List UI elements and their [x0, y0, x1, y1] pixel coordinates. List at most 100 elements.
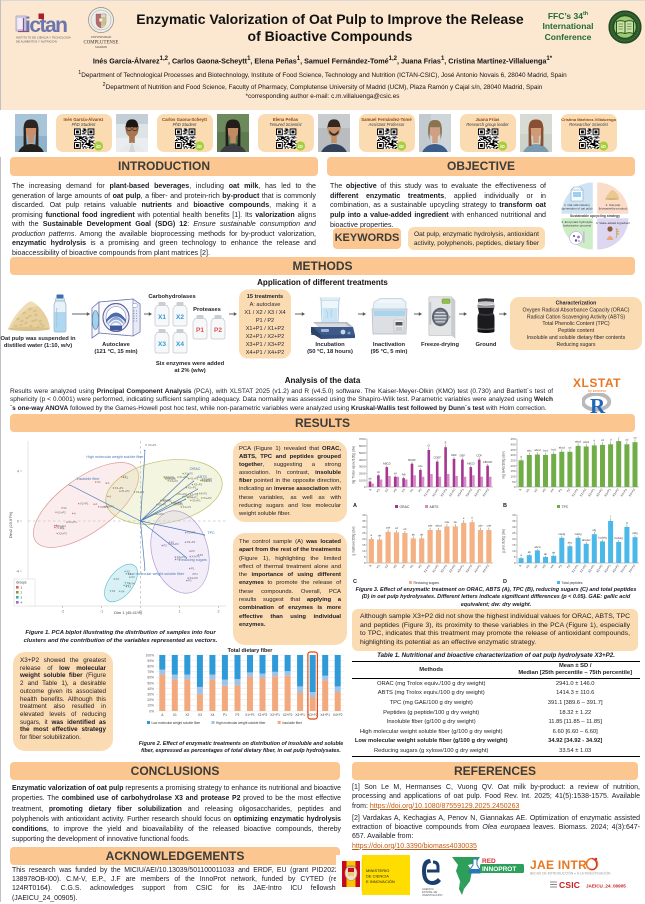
svg-text:ab: ab — [552, 551, 556, 555]
svg-text:X2+P1: X2+P1 — [68, 520, 77, 524]
svg-text:X3: X3 — [128, 585, 132, 589]
svg-text:(biowaste/by-product): (biowaste/by-product) — [599, 207, 628, 211]
svg-text:Characterization: Characterization — [556, 301, 597, 307]
svg-text:X3+P1: X3+P1 — [192, 498, 201, 502]
svg-text:CI: CI — [427, 444, 430, 448]
svg-text:X3: X3 — [127, 581, 131, 585]
svg-text:a: a — [520, 454, 522, 458]
svg-text:Dim 1 (45.41%): Dim 1 (45.41%) — [114, 610, 142, 615]
svg-text:X1+P1: X1+P1 — [183, 505, 192, 509]
svg-text:X4+P2: X4+P2 — [628, 488, 637, 498]
svg-text:X3: X3 — [392, 564, 398, 570]
svg-text:bcd: bcd — [551, 448, 556, 452]
svg-text:cdefg: cdefg — [558, 532, 565, 536]
svg-text:90%: 90% — [147, 659, 154, 663]
svg-text:ABCD: ABCD — [467, 461, 475, 465]
svg-text:P1: P1 — [194, 572, 198, 576]
svg-text:X3+P2: X3+P2 — [189, 576, 198, 580]
svg-text:X1+P1: X1+P1 — [571, 564, 580, 574]
svg-text:abcd: abcd — [534, 545, 541, 549]
svg-text:3. Enzymatic hydrolysis: 3. Enzymatic hydrolysis — [561, 220, 593, 224]
svg-text:30: 30 — [362, 525, 366, 529]
svg-text:INVESTIGACIÓN: INVESTIGACIÓN — [422, 892, 442, 897]
svg-text:250: 250 — [510, 459, 515, 463]
svg-text:Total dietary fiber: Total dietary fiber — [228, 648, 274, 654]
svg-text:ABTS: ABTS — [197, 475, 207, 479]
svg-text:P1: P1 — [171, 540, 175, 544]
svg-text:X3+P1: X3+P1 — [190, 493, 199, 497]
svg-text:X2+P1: X2+P1 — [80, 502, 89, 506]
svg-text:ab: ab — [412, 532, 416, 536]
svg-text:INSTITUTO DE CIENCIA Y TECNOLO: INSTITUTO DE CIENCIA Y TECNOLOGIA — [16, 36, 71, 40]
svg-text:a: a — [520, 553, 522, 557]
svg-text:X3+P1: X3+P1 — [603, 564, 612, 574]
svg-text:X3+P1: X3+P1 — [204, 479, 213, 483]
svg-text:X3: X3 — [126, 569, 130, 573]
svg-text:X4+P2: X4+P2 — [333, 713, 343, 717]
svg-text:X1+P2: X1+P2 — [258, 713, 268, 717]
svg-text:cd: cd — [634, 437, 637, 439]
svg-text:0: 0 — [364, 561, 366, 565]
svg-text:30%: 30% — [147, 693, 154, 697]
svg-text:X2: X2 — [533, 564, 539, 570]
svg-text:X4: X4 — [176, 341, 184, 348]
svg-text:X4+P1: X4+P1 — [189, 496, 198, 500]
svg-text:Autoclave: Autoclave — [102, 342, 130, 348]
svg-text:X2: X2 — [384, 564, 390, 570]
svg-text:X4: X4 — [401, 564, 407, 570]
svg-text:X2+P1: X2+P1 — [173, 501, 182, 505]
svg-text:Inactivation: Inactivation — [373, 342, 406, 348]
svg-text:X2+P1: X2+P1 — [587, 564, 596, 574]
svg-text:P2: P2 — [214, 327, 222, 334]
svg-text:X4+P1: X4+P1 — [620, 564, 629, 574]
svg-text:(50 °C, 18 hours): (50 °C, 18 hours) — [307, 349, 353, 355]
svg-text:ab: ab — [420, 532, 424, 536]
svg-text:CSIC: CSIC — [559, 880, 580, 890]
svg-text:X1+P2: X1+P2 — [167, 477, 176, 481]
svg-text:0: 0 — [140, 610, 142, 614]
svg-text:X4+P1: X4+P1 — [473, 564, 482, 574]
svg-text:Sustainable upcycling strategy: Sustainable upcycling strategy — [570, 214, 620, 218]
svg-text:cde: cde — [428, 524, 433, 528]
svg-text:cde: cde — [418, 464, 423, 468]
svg-text:iD: iD — [500, 143, 505, 149]
svg-text:7000: 7000 — [359, 437, 366, 441]
svg-text:X2+P2: X2+P2 — [202, 478, 211, 482]
svg-text:ABTS: ABTS — [430, 505, 440, 509]
svg-text:100%: 100% — [146, 653, 155, 657]
svg-text:100: 100 — [510, 475, 515, 479]
svg-text:R: R — [590, 394, 606, 414]
svg-text:abcd: abcd — [534, 448, 541, 452]
svg-text:X3+P2: X3+P2 — [187, 531, 196, 535]
svg-text:P1: P1 — [223, 713, 227, 717]
svg-text:A: A — [109, 494, 111, 498]
svg-text:defg: defg — [632, 531, 638, 535]
svg-text:X4: X4 — [210, 713, 214, 717]
svg-text:e: e — [471, 516, 473, 520]
svg-text:Low molecular weight soluble f: Low molecular weight soluble fiber — [152, 721, 202, 725]
svg-text:1: 1 — [21, 586, 23, 590]
svg-text:MINISTERIO: MINISTERIO — [366, 868, 389, 873]
svg-text:X2: X2 — [176, 314, 184, 321]
svg-text:X2+P1: X2+P1 — [440, 564, 449, 574]
svg-text:X2: X2 — [63, 506, 67, 510]
svg-text:0%: 0% — [149, 709, 154, 713]
svg-text:ab: ab — [368, 476, 372, 480]
svg-text:X3+P1: X3+P1 — [158, 502, 167, 506]
svg-text:X4+P2: X4+P2 — [204, 477, 213, 481]
svg-text:X3+P2: X3+P2 — [611, 564, 620, 574]
svg-text:P2: P2 — [417, 488, 423, 494]
svg-text:1. Oat milk industry: 1. Oat milk industry — [564, 203, 590, 207]
svg-text:25: 25 — [362, 531, 366, 535]
svg-text:X3: X3 — [116, 577, 120, 581]
svg-text:X4: X4 — [131, 582, 135, 586]
svg-text:abcd: abcd — [435, 524, 442, 528]
svg-text:X2+P1: X2+P1 — [58, 524, 67, 528]
svg-text:Incubation: Incubation — [315, 342, 345, 348]
svg-text:X4+P2: X4+P2 — [482, 564, 491, 574]
svg-text:X1: X1 — [173, 713, 177, 717]
svg-text:mg GAE/100g (dw): mg GAE/100g (dw) — [502, 451, 506, 478]
svg-text:de: de — [454, 520, 458, 524]
svg-text:2: 2 — [21, 591, 23, 595]
svg-text:P1: P1 — [409, 488, 415, 494]
